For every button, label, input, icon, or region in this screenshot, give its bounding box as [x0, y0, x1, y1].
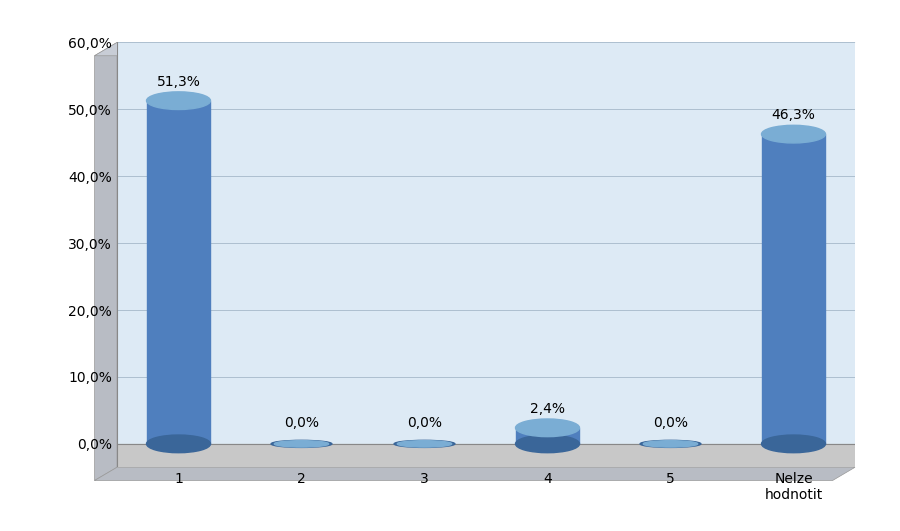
Bar — [516, 428, 580, 444]
Ellipse shape — [644, 441, 698, 447]
Text: 2,4%: 2,4% — [530, 401, 565, 416]
Ellipse shape — [761, 435, 825, 453]
Bar — [761, 134, 825, 444]
Ellipse shape — [147, 435, 211, 453]
Bar — [117, 444, 855, 467]
Ellipse shape — [397, 441, 452, 447]
Ellipse shape — [516, 435, 580, 453]
Ellipse shape — [274, 441, 328, 447]
Ellipse shape — [271, 440, 332, 448]
Ellipse shape — [394, 440, 454, 448]
Ellipse shape — [761, 125, 825, 143]
Text: 0,0%: 0,0% — [653, 416, 688, 430]
Text: 46,3%: 46,3% — [771, 108, 815, 122]
Text: 0,0%: 0,0% — [407, 416, 442, 430]
Ellipse shape — [640, 440, 701, 448]
Bar — [147, 101, 211, 444]
Text: 0,0%: 0,0% — [284, 416, 319, 430]
Ellipse shape — [147, 92, 211, 109]
Ellipse shape — [516, 419, 580, 436]
Text: 51,3%: 51,3% — [157, 74, 201, 89]
